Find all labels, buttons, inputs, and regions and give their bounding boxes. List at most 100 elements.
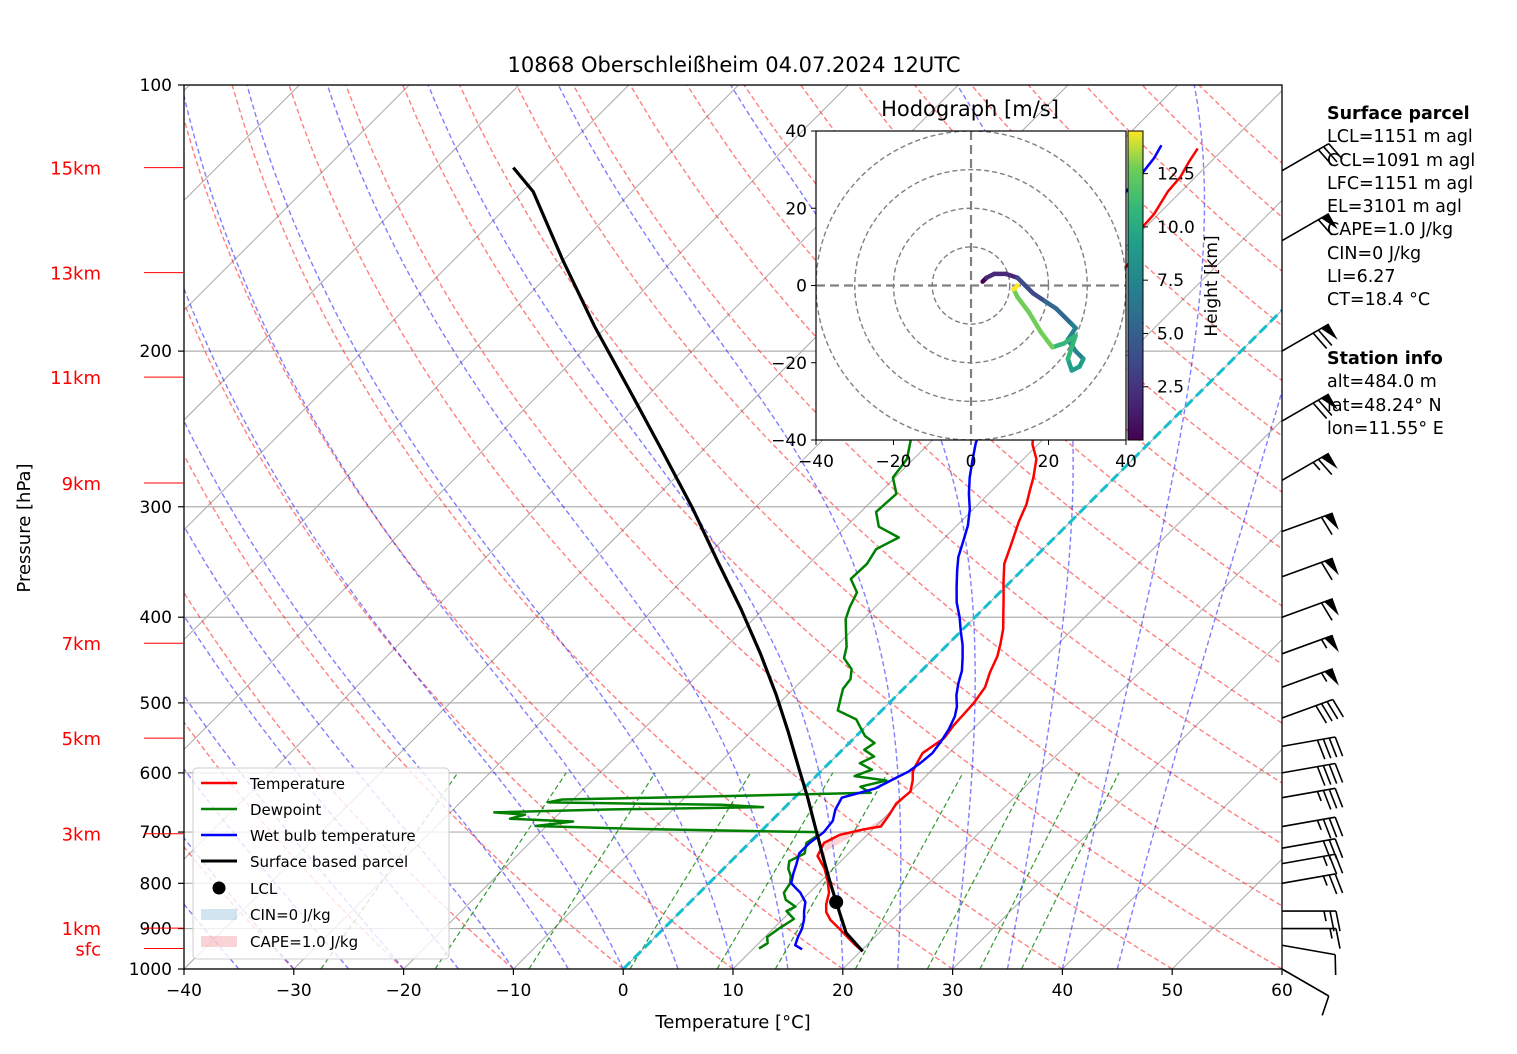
x-tick-label: −40 <box>166 981 202 1001</box>
wind-barb-flag <box>1320 394 1338 410</box>
wind-barb-full <box>1312 332 1328 349</box>
wind-barb-full <box>1317 329 1333 346</box>
dry-adiabat-line <box>515 85 1282 845</box>
y-tick-label: 200 <box>140 342 172 362</box>
moist-adiabat-line <box>1116 388 1282 969</box>
hodograph-trace <box>980 271 1086 373</box>
height-label: 1km <box>62 919 101 940</box>
hodograph-x-tick-label: 0 <box>966 452 977 472</box>
wind-barb-half <box>1316 791 1322 802</box>
wind-barb-full <box>1335 928 1341 949</box>
surface-parcel-header: Surface parcel <box>1327 104 1470 124</box>
wind-barb-full <box>1317 149 1333 166</box>
wind-barb-full <box>1322 146 1338 163</box>
station-info-lon: lon=11.55° E <box>1327 418 1444 439</box>
wind-barb <box>1281 944 1337 976</box>
wind-barb-full <box>1322 765 1332 785</box>
mixing-ratio-line <box>854 772 964 969</box>
wind-barb-staff <box>1281 853 1336 865</box>
y-tick-label: 700 <box>140 823 172 843</box>
height-label: 7km <box>62 634 101 655</box>
wind-barb <box>1281 762 1344 786</box>
isotherm-line <box>842 529 1282 969</box>
mixing-ratio-line <box>716 772 834 969</box>
x-tick-label: −30 <box>276 981 312 1001</box>
wind-barb-staff <box>1281 816 1336 828</box>
colorbar-label: Height [km] <box>1202 235 1222 336</box>
lcl-marker <box>829 895 844 910</box>
wind-barb-half <box>1322 875 1328 886</box>
x-tick-label: 60 <box>1271 981 1293 1001</box>
surface-parcel-lcl: LCL=1151 m agl <box>1327 127 1473 148</box>
wind-barb-staff <box>1281 944 1336 956</box>
wind-barb <box>1281 816 1344 839</box>
wind-barb-full <box>1328 789 1338 809</box>
x-tick-label: 50 <box>1161 981 1183 1001</box>
isotherm-line <box>184 85 849 751</box>
wind-barb-full <box>1312 402 1328 419</box>
wind-barb-flag <box>1324 558 1339 576</box>
dry-adiabat-line <box>572 85 1282 784</box>
wind-barb-half <box>1329 928 1333 939</box>
wind-barb-full <box>1322 818 1332 839</box>
hodograph-x-tick-label: −20 <box>876 452 912 472</box>
station-info-lat: lat=48.24° N <box>1327 395 1442 416</box>
hodograph-x-tick-label: 40 <box>1115 452 1137 472</box>
x-axis-label: Temperature [°C] <box>654 1012 810 1033</box>
wind-barb <box>1282 927 1341 949</box>
height-label: 9km <box>62 474 101 495</box>
x-tick-label: 40 <box>1052 981 1074 1001</box>
y-tick-label: 600 <box>140 764 172 784</box>
wind-barb <box>1281 968 1330 1016</box>
wind-barb <box>1281 736 1344 760</box>
wind-barb-staff <box>1281 142 1330 172</box>
hodograph-x-tick-label: −40 <box>798 452 834 472</box>
moist-adiabat-line <box>184 903 240 969</box>
x-tick-label: −20 <box>386 981 422 1001</box>
moist-adiabat-line <box>184 614 460 969</box>
wind-barb-half <box>1316 820 1322 831</box>
wind-barb-full <box>1316 766 1326 786</box>
hodograph-segment <box>1038 329 1055 350</box>
colorbar-tick-label: 12.5 <box>1157 165 1195 185</box>
wind-barb-staff <box>1281 452 1330 481</box>
wind-barb <box>1281 323 1338 352</box>
wind-barb <box>1281 873 1344 895</box>
wind-barb-full <box>1320 602 1333 621</box>
wind-barb-staff <box>1281 698 1334 719</box>
dry-adiabat-line <box>458 85 1282 907</box>
wind-barbs <box>1281 142 1345 1016</box>
wind-barb-half <box>1320 672 1328 682</box>
station-info-header: Station info <box>1327 349 1443 369</box>
wind-barb-flag <box>1320 453 1338 469</box>
wind-barb-half <box>1323 910 1327 922</box>
height-label: 3km <box>62 825 101 846</box>
wind-barb-staff <box>1281 968 1330 997</box>
wind-barb-full <box>1334 816 1344 837</box>
wind-barb <box>1281 634 1339 655</box>
cape-shading <box>817 815 889 893</box>
height-label: 15km <box>50 159 101 180</box>
moist-adiabat-line <box>184 92 679 969</box>
hodograph-segment <box>1026 310 1043 335</box>
surface-parcel-cin: CIN=0 J/kg <box>1327 243 1422 264</box>
dry-adiabat-line <box>345 85 1173 969</box>
y-tick-label: 500 <box>140 694 172 714</box>
hodograph-y-tick-label: −20 <box>771 354 807 374</box>
wind-barb <box>1281 598 1339 621</box>
dry-adiabat-line <box>184 301 734 969</box>
mixing-ratio-line <box>926 772 1032 969</box>
legend-parcel: Surface based parcel <box>250 853 408 871</box>
wind-barb-full <box>1332 699 1345 718</box>
station-info-alt: alt=484.0 m <box>1327 372 1437 393</box>
mixing-ratio-line <box>774 772 889 969</box>
colorbar <box>1127 130 1144 441</box>
wind-barb <box>1281 212 1338 242</box>
hodograph-y-tick-label: 20 <box>785 199 807 219</box>
wind-barb <box>1282 910 1341 932</box>
wind-barb-staff <box>1281 736 1336 748</box>
surface-parcel-ct: CT=18.4 °C <box>1327 290 1431 311</box>
wind-barb <box>1281 787 1344 810</box>
moist-adiabat-line <box>557 85 902 969</box>
